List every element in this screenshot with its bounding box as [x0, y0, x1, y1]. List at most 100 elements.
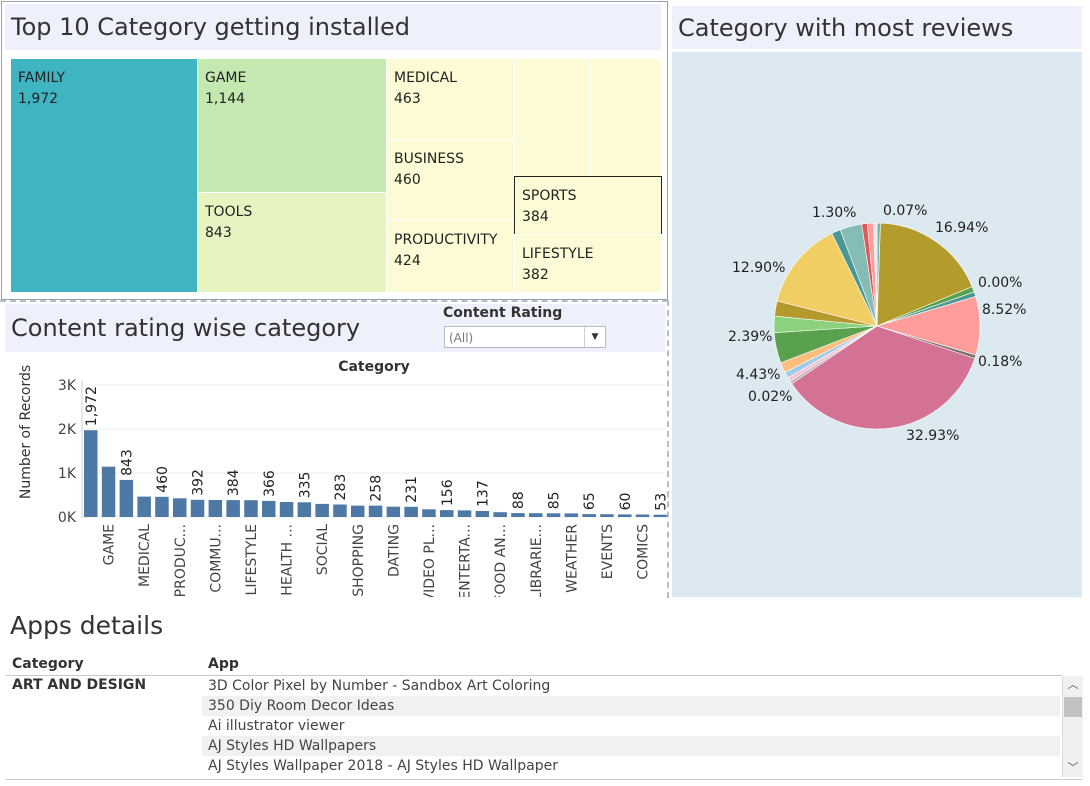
y-axis-label: Number of Records: [18, 365, 34, 499]
bar-data-label: 283: [333, 474, 349, 501]
table-row[interactable]: AJ Styles Wallpaper 2018 - AJ Styles HD …: [202, 756, 1060, 776]
bar[interactable]: [386, 506, 401, 517]
bar[interactable]: [404, 506, 418, 517]
bar[interactable]: [511, 513, 525, 517]
treemap-tile-sports[interactable]: SPORTS 384: [514, 176, 662, 235]
bar[interactable]: [137, 496, 151, 517]
treemap-tile-game[interactable]: GAME 1,144: [197, 58, 387, 193]
table-row[interactable]: 350 Diy Room Decor Ideas: [202, 696, 1060, 716]
bar-data-label: 53: [653, 493, 668, 511]
pie-label: 4.43%: [736, 367, 781, 383]
treemap-tile-family[interactable]: FAMILY 1,972: [10, 58, 198, 293]
x-tick-label: MEDICAL: [137, 524, 153, 587]
x-tick-label: SOCIAL: [315, 524, 331, 575]
y-tick-label: 2K: [58, 422, 77, 438]
y-tick-label: 1K: [58, 466, 77, 482]
tile-value: 463: [394, 91, 421, 107]
bar-data-label: 65: [582, 492, 598, 510]
chevron-up-icon[interactable]: ︿: [1067, 678, 1079, 691]
bar[interactable]: [351, 505, 365, 517]
bar[interactable]: [101, 466, 116, 517]
treemap-tile-lifestyle[interactable]: LIFESTYLE 382: [514, 234, 662, 293]
bar-data-label: 384: [226, 469, 242, 496]
bar[interactable]: [119, 479, 134, 517]
bar[interactable]: [422, 509, 436, 517]
chevron-down-icon[interactable]: ▼: [584, 327, 605, 347]
bar[interactable]: [475, 511, 490, 517]
chevron-down-icon[interactable]: ﹀: [1067, 761, 1079, 774]
tile-value: 843: [205, 225, 232, 241]
panel-divider: [0, 300, 668, 302]
bar[interactable]: [440, 510, 454, 517]
bar[interactable]: [262, 500, 276, 517]
pie-label: 0.18%: [978, 354, 1023, 370]
pie-slice[interactable]: [776, 232, 878, 327]
table-row[interactable]: Ai illustrator viewer: [202, 716, 1060, 736]
pie-label: 32.93%: [906, 428, 960, 444]
bar[interactable]: [208, 500, 223, 517]
x-tick-label: ENTERTA...: [458, 524, 474, 597]
tile-category: TOOLS: [205, 204, 253, 220]
bar[interactable]: [190, 499, 205, 517]
bar[interactable]: [244, 500, 258, 517]
tile-value: 1,144: [205, 91, 246, 107]
x-tick-label: SHOPPING: [351, 524, 367, 597]
x-tick-label: COMICS: [636, 524, 652, 580]
bar[interactable]: [493, 512, 507, 517]
scrollbar-thumb[interactable]: [1064, 697, 1082, 717]
x-tick-label: GAME: [102, 524, 118, 565]
bar[interactable]: [315, 503, 329, 517]
treemap-tile-medical[interactable]: MEDICAL 463: [386, 58, 515, 140]
bar[interactable]: [173, 498, 187, 517]
bar[interactable]: [529, 513, 543, 517]
treemap-tile-tools[interactable]: TOOLS 843: [197, 192, 387, 293]
tile-value: 424: [394, 253, 421, 269]
bar[interactable]: [457, 510, 472, 517]
bar-data-label: 88: [511, 491, 527, 509]
bar-data-label: 392: [191, 469, 207, 496]
table-scrollbar[interactable]: ︿ ﹀: [1062, 676, 1083, 777]
treemap-tile-business[interactable]: BUSINESS 460: [386, 139, 515, 221]
x-tick-label: PRODUC...: [173, 524, 189, 597]
y-tick-label: 0K: [58, 510, 77, 526]
table-row[interactable]: AJ Styles HD Wallpapers: [202, 736, 1060, 756]
category-cell: ART AND DESIGN: [12, 677, 147, 693]
bar[interactable]: [635, 514, 650, 518]
column-header-category[interactable]: Category: [12, 656, 84, 672]
treemap-tile-unlabeled[interactable]: [514, 58, 591, 178]
bar[interactable]: [368, 505, 383, 517]
bar-data-label: 85: [547, 491, 563, 509]
bar[interactable]: [600, 514, 614, 517]
bar-data-label: 843: [119, 449, 135, 476]
bar[interactable]: [297, 502, 312, 517]
treemap-tile-productivity[interactable]: PRODUCTIVITY 424: [386, 220, 515, 293]
bar[interactable]: [546, 513, 561, 517]
column-header-app[interactable]: App: [208, 656, 239, 672]
pie-slice[interactable]: [873, 222, 878, 327]
x-tick-label: COMMU...: [208, 524, 224, 593]
pie-slice[interactable]: [876, 222, 973, 327]
pie-chart[interactable]: [672, 52, 1082, 597]
bar[interactable]: [333, 504, 347, 518]
content-rating-filter[interactable]: (All) ▼: [444, 326, 606, 348]
bar[interactable]: [279, 502, 294, 517]
bar[interactable]: [226, 500, 240, 517]
pie-slice[interactable]: [791, 325, 976, 430]
tile-category: FAMILY: [18, 70, 66, 86]
bar[interactable]: [618, 514, 632, 517]
bar[interactable]: [155, 496, 169, 517]
bar[interactable]: [653, 514, 668, 517]
table-row[interactable]: 3D Color Pixel by Number - Sandbox Art C…: [202, 676, 1060, 696]
pie-label: 0.02%: [748, 389, 793, 405]
treemap-tile-unlabeled[interactable]: [590, 58, 662, 178]
bar[interactable]: [582, 514, 596, 517]
divider: [6, 675, 1062, 676]
bar-header-label: Category: [338, 359, 410, 375]
tile-category: BUSINESS: [394, 151, 464, 167]
bar-chart[interactable]: Category Number of Records 3K 2K 1K 0K 1,972 GA…: [0, 352, 668, 597]
bar-data-label: 1,972: [84, 386, 100, 426]
tile-value: 382: [522, 267, 549, 283]
x-tick-label: DATING: [386, 524, 402, 577]
bar[interactable]: [84, 430, 98, 517]
bar[interactable]: [564, 513, 579, 517]
